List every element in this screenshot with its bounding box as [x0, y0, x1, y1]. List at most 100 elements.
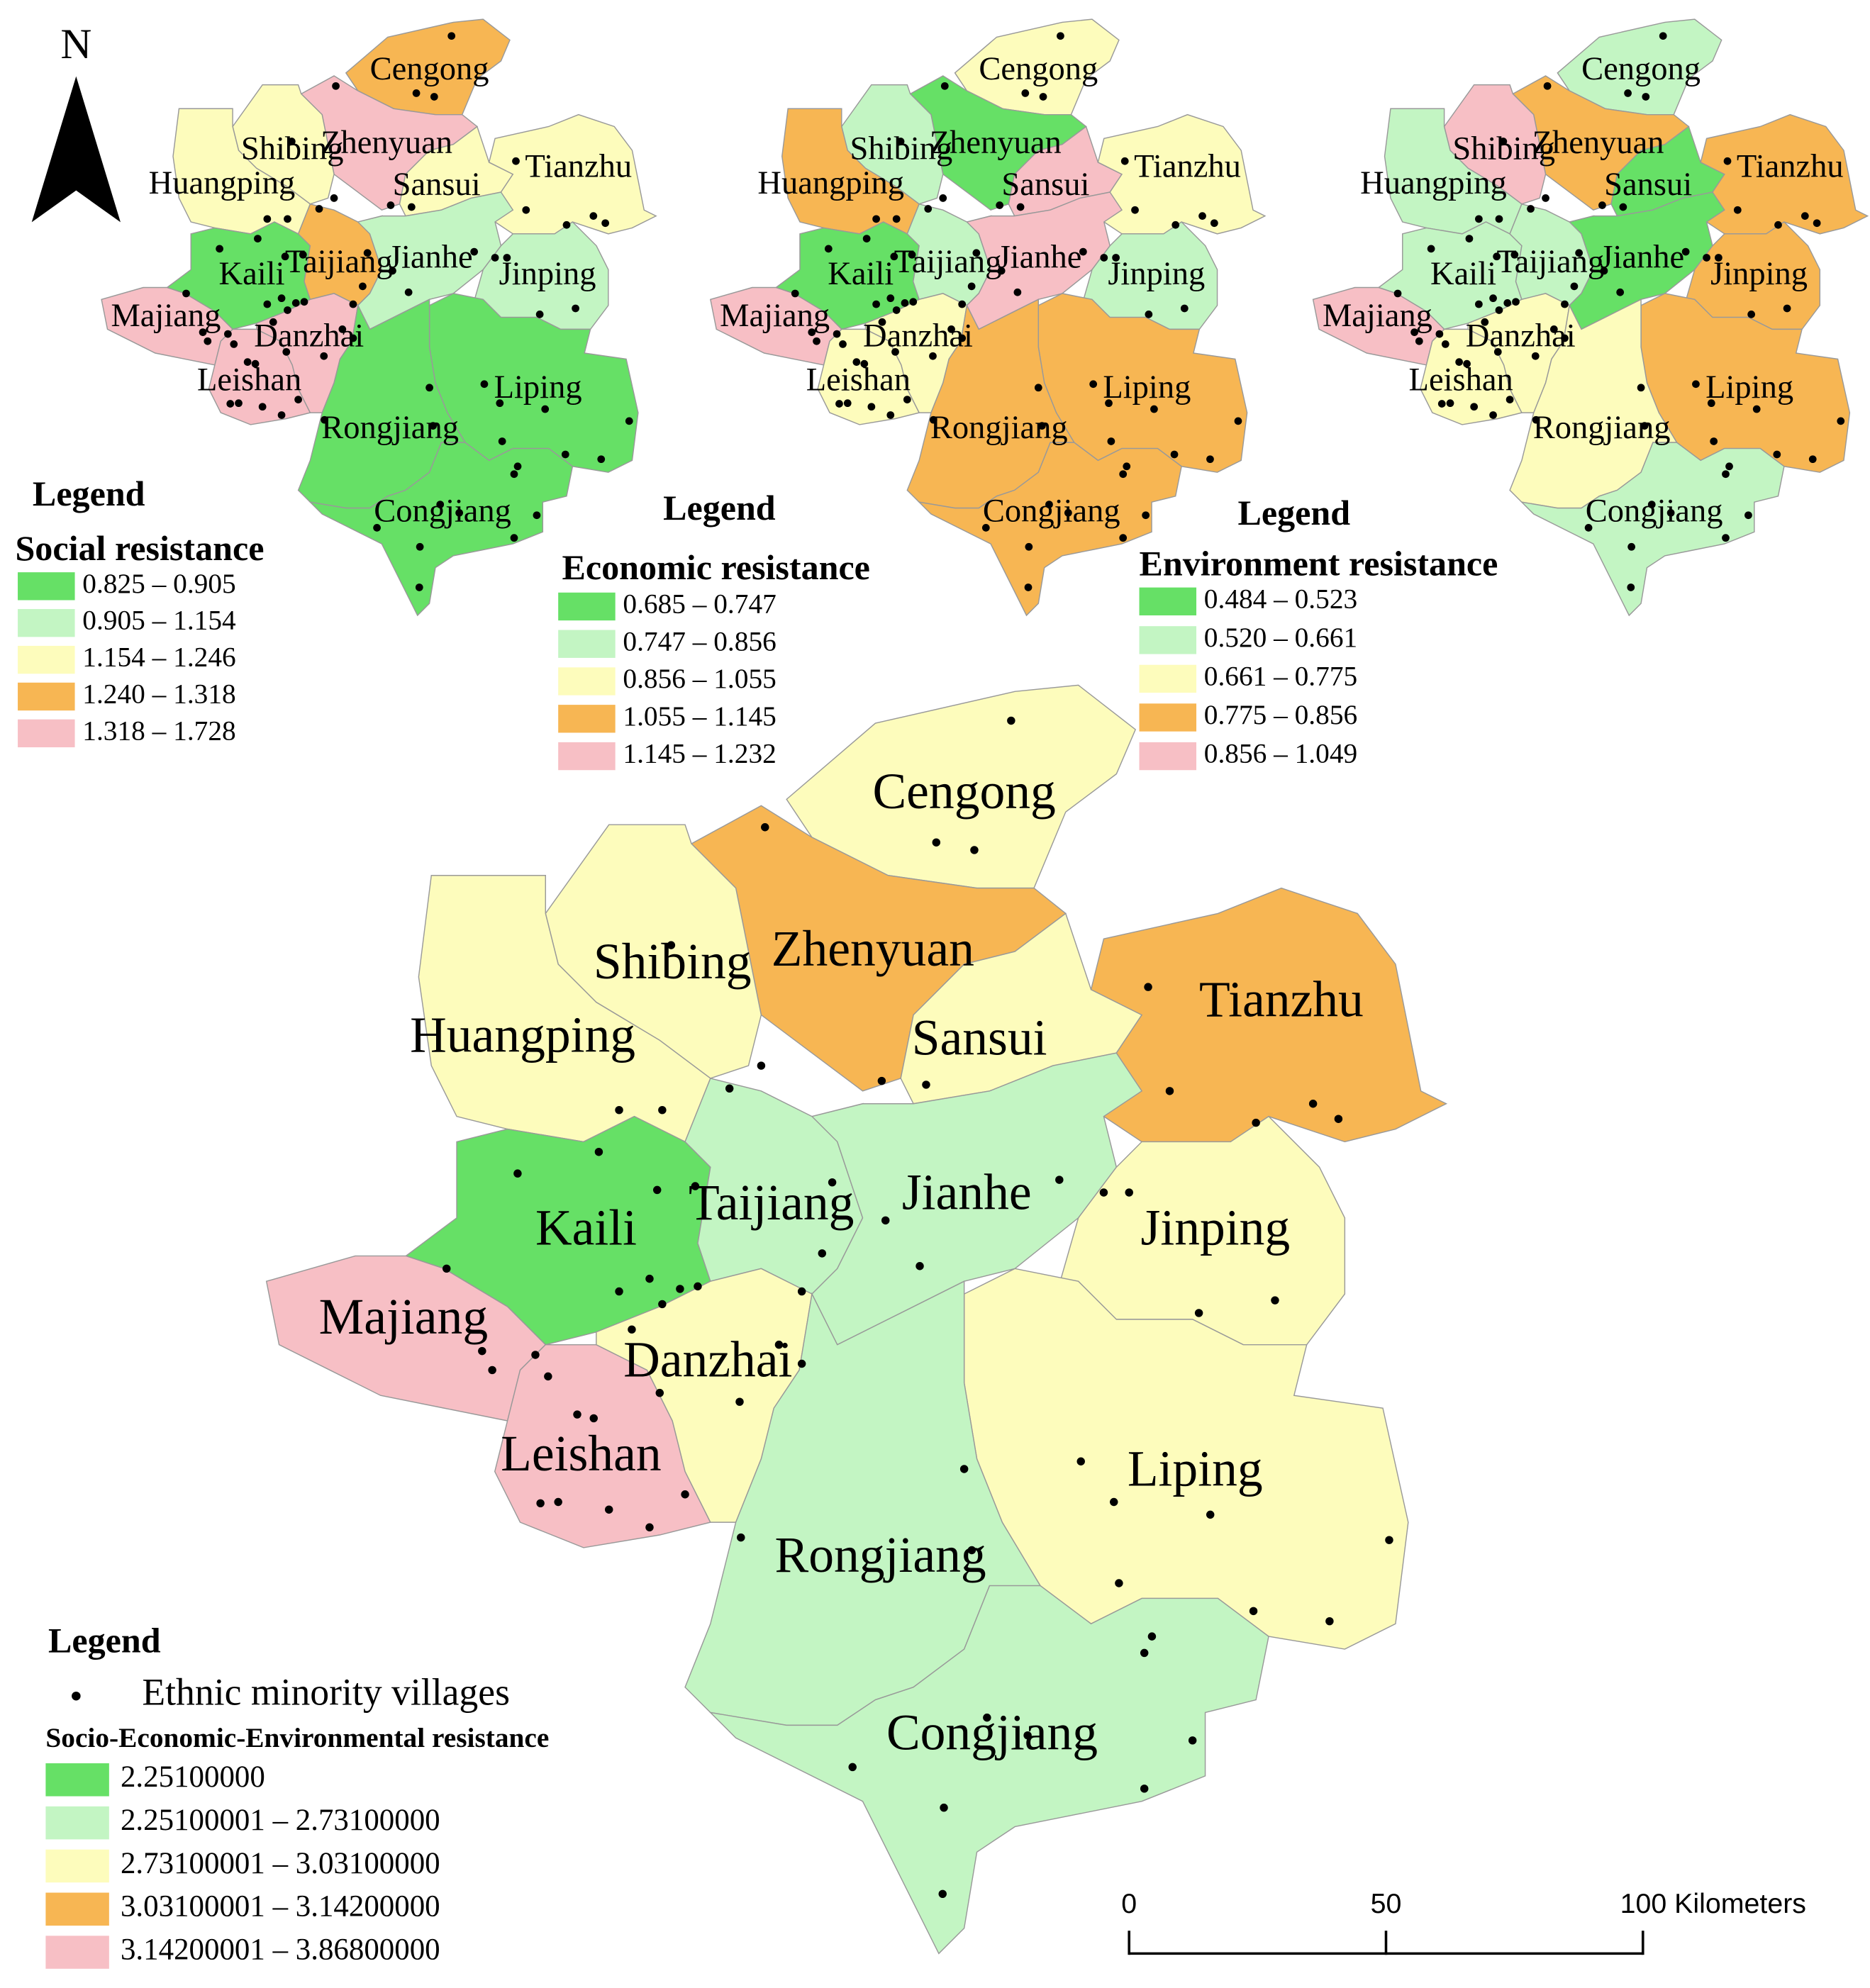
- village-dot: [300, 298, 308, 306]
- village-dot: [676, 1285, 684, 1293]
- county-label: Jinping: [1710, 256, 1808, 292]
- village-dot: [1752, 405, 1761, 413]
- village-dot: [597, 455, 606, 464]
- village-dot: [1647, 501, 1656, 508]
- village-dot: [1465, 235, 1474, 242]
- village-dot: [554, 1497, 562, 1507]
- village-dot: [284, 215, 291, 223]
- legend-swatch: [558, 667, 616, 696]
- county-label: Liping: [1705, 369, 1793, 406]
- village-dot: [447, 32, 456, 40]
- village-dot: [1206, 1510, 1215, 1519]
- village-dot: [1463, 359, 1471, 368]
- village-dot: [1725, 462, 1733, 471]
- village-dot: [1510, 250, 1519, 259]
- village-dot: [284, 306, 291, 314]
- legend-swatch: [18, 572, 75, 601]
- village-dot: [1427, 245, 1435, 253]
- village-dot: [915, 1262, 924, 1271]
- village-dot: [981, 524, 990, 532]
- village-dot: [1503, 299, 1512, 307]
- village-dot: [512, 157, 520, 165]
- county-label: Kaili: [1430, 256, 1496, 292]
- village-dot: [1131, 206, 1139, 214]
- village-dot: [967, 282, 976, 291]
- village-dot: [667, 941, 676, 949]
- village-dot: [1079, 247, 1087, 256]
- village-dot: [886, 411, 895, 419]
- county-label: Zhenyuan: [930, 125, 1062, 161]
- county-label: Liping: [1103, 369, 1191, 406]
- village-dot: [425, 384, 433, 392]
- north-arrow: [31, 76, 121, 223]
- village-dot: [996, 201, 1004, 209]
- county-label: Cengong: [1581, 51, 1701, 87]
- village-dot: [1561, 334, 1569, 342]
- village-dot: [1334, 1115, 1343, 1123]
- county-label: Danzhai: [254, 318, 364, 354]
- county-label: Liping: [494, 369, 582, 406]
- village-dot: [922, 1080, 930, 1089]
- county-label: Taijiang: [285, 244, 393, 280]
- village-dot: [299, 250, 307, 259]
- village-dot: [940, 1803, 948, 1812]
- village-dot: [1499, 138, 1508, 145]
- county-label: Jianhe: [1600, 240, 1684, 276]
- village-dot: [1119, 470, 1128, 479]
- village-dot: [867, 403, 876, 411]
- county-label: Shibing: [241, 130, 344, 167]
- village-dot: [959, 1465, 969, 1473]
- village-dot: [1045, 501, 1053, 508]
- legend-label: 0.775 – 0.856: [1204, 699, 1357, 730]
- county: [1700, 113, 1869, 235]
- village-dot: [510, 534, 518, 542]
- county: [308, 442, 574, 617]
- county-label: Liping: [1128, 1441, 1263, 1497]
- village-dot: [878, 318, 886, 326]
- village-dot: [886, 294, 895, 303]
- legend-swatch: [18, 719, 75, 748]
- legend-label: 0.661 – 0.775: [1204, 660, 1357, 691]
- county-label: Zhenyuan: [1532, 125, 1664, 161]
- village-dot: [1710, 437, 1718, 445]
- village-dot: [1640, 422, 1649, 430]
- county-label: Sansui: [912, 1010, 1047, 1066]
- county-label: Danzhai: [1466, 318, 1576, 354]
- village-dot: [615, 1105, 623, 1115]
- county-label: Danzhai: [623, 1332, 792, 1388]
- village-dot: [535, 310, 544, 318]
- county-label: Congjiang: [374, 493, 511, 530]
- village-dot: [1747, 310, 1756, 318]
- village-dot: [277, 411, 286, 419]
- village-dot: [251, 359, 260, 368]
- village-dot: [544, 1372, 552, 1381]
- village-dot: [958, 334, 967, 342]
- county-label: Tianzhu: [1134, 149, 1241, 185]
- village-dot: [735, 1397, 744, 1406]
- county: [1090, 887, 1448, 1143]
- village-dot: [852, 358, 861, 366]
- county-label: Jianhe: [389, 240, 473, 276]
- village-dot: [757, 1061, 766, 1070]
- village-dot: [797, 1359, 806, 1368]
- village-dot: [1119, 534, 1128, 542]
- village-dot: [1055, 1176, 1064, 1184]
- legend-title: Social resistance: [15, 528, 264, 568]
- legend-swatch: [1139, 703, 1197, 732]
- village-dot: [1446, 399, 1454, 408]
- village-dot: [835, 400, 843, 408]
- village-dot: [455, 508, 463, 517]
- village-dot: [1774, 220, 1782, 229]
- village-dot: [182, 289, 190, 298]
- village-dot: [498, 437, 506, 445]
- county-label: Taijiang: [689, 1175, 854, 1231]
- village-dot: [1206, 455, 1214, 464]
- village-dot: [407, 203, 416, 211]
- county-label: Shibing: [1452, 130, 1555, 167]
- village-dot: [1783, 304, 1791, 313]
- village-dot: [947, 325, 955, 333]
- county: [918, 442, 1182, 617]
- village-dot: [503, 254, 511, 262]
- county-label: Cengong: [979, 51, 1098, 87]
- county: [1097, 113, 1267, 235]
